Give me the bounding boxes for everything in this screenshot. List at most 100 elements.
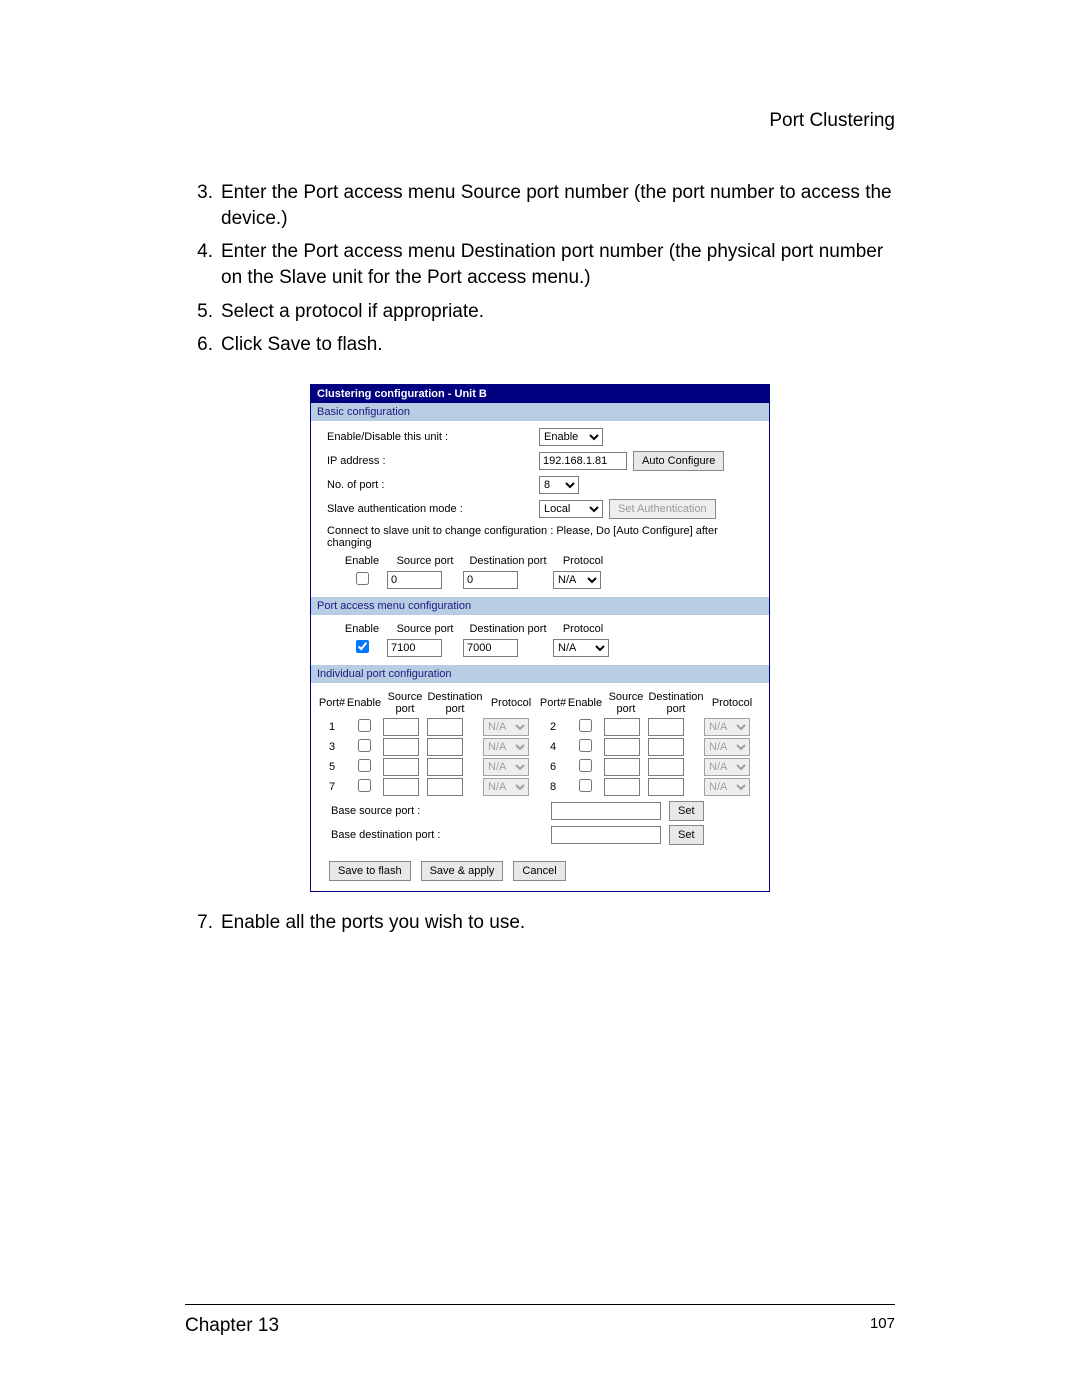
port-number: 8 — [540, 781, 566, 793]
pam-source-port-input[interactable] — [387, 639, 442, 657]
col-protocol: Protocol — [483, 691, 539, 715]
basic-column-headers: Enable Source port Destination port Prot… — [319, 553, 761, 569]
port-number: 6 — [540, 761, 566, 773]
indiv-port-row: 2N/A — [540, 717, 761, 737]
indiv-port-row: 7N/A — [319, 777, 540, 797]
step-text: Enter the Port access menu Destination p… — [221, 239, 895, 290]
indiv-headers-left: Port# Enable Sourceport Destinationport … — [319, 689, 540, 717]
step-number: 7. — [185, 910, 221, 936]
indiv-port-row: 3N/A — [319, 737, 540, 757]
basic-dest-port-input[interactable] — [463, 571, 518, 589]
port-dest-input[interactable] — [648, 718, 684, 736]
slave-auth-label: Slave authentication mode : — [319, 503, 539, 515]
cancel-button[interactable]: Cancel — [513, 861, 565, 881]
port-enable-checkbox[interactable] — [579, 719, 592, 732]
indiv-columns: Port# Enable Sourceport Destinationport … — [319, 689, 761, 797]
step-text-prefix: Click — [221, 334, 267, 355]
auto-configure-button[interactable]: Auto Configure — [633, 451, 724, 471]
port-dest-input[interactable] — [648, 738, 684, 756]
document-page: Port Clustering 3. Enter the Port access… — [0, 0, 1080, 1397]
base-source-port-label: Base source port : — [331, 805, 551, 817]
base-dest-port-label: Base destination port : — [331, 829, 551, 841]
no-of-port-select[interactable]: 8 — [539, 476, 579, 494]
enable-unit-select[interactable]: Enable — [539, 428, 603, 446]
port-enable-checkbox[interactable] — [358, 739, 371, 752]
step-5: 5. Select a protocol if appropriate. — [185, 299, 895, 325]
ip-address-label: IP address : — [319, 455, 539, 467]
save-to-flash-button[interactable]: Save to flash — [329, 861, 411, 881]
indiv-port-row: 4N/A — [540, 737, 761, 757]
basic-data-row: N/A — [319, 569, 761, 591]
base-dest-port-input[interactable] — [551, 826, 661, 844]
basic-protocol-select[interactable]: N/A — [553, 571, 601, 589]
col-destination-port: Destination port — [463, 555, 553, 567]
base-source-set-button[interactable]: Set — [669, 801, 704, 821]
ip-address-input[interactable] — [539, 452, 627, 470]
port-source-input[interactable] — [383, 778, 419, 796]
port-protocol-select[interactable]: N/A — [704, 738, 750, 756]
port-enable-checkbox[interactable] — [579, 779, 592, 792]
step-text: Enter the Port access menu Source port n… — [221, 180, 895, 231]
screenshot-figure: Clustering configuration - Unit B Basic … — [185, 384, 895, 892]
basic-config-body: Enable/Disable this unit : Enable IP add… — [311, 421, 769, 597]
indiv-port-row: 1N/A — [319, 717, 540, 737]
col-source-port: Source port — [387, 555, 463, 567]
pam-enable-checkbox[interactable] — [356, 640, 369, 653]
auto-configure-note: Connect to slave unit to change configur… — [319, 523, 761, 553]
base-source-port-input[interactable] — [551, 802, 661, 820]
col-enable: Enable — [337, 623, 387, 635]
col-enable: Enable — [566, 691, 604, 715]
port-source-input[interactable] — [604, 758, 640, 776]
pam-data-row: N/A — [319, 637, 761, 659]
slave-auth-select[interactable]: Local — [539, 500, 603, 518]
port-dest-input[interactable] — [648, 778, 684, 796]
step-number: 4. — [185, 239, 221, 290]
port-source-input[interactable] — [604, 738, 640, 756]
port-enable-checkbox[interactable] — [358, 759, 371, 772]
col-source-port: Source port — [387, 623, 463, 635]
step-4: 4. Enter the Port access menu Destinatio… — [185, 239, 895, 290]
port-dest-input[interactable] — [648, 758, 684, 776]
port-dest-input[interactable] — [427, 778, 463, 796]
pam-body: Enable Source port Destination port Prot… — [311, 615, 769, 665]
pam-dest-port-input[interactable] — [463, 639, 518, 657]
basic-source-port-input[interactable] — [387, 571, 442, 589]
port-dest-input[interactable] — [427, 718, 463, 736]
port-dest-input[interactable] — [427, 758, 463, 776]
port-protocol-select[interactable]: N/A — [704, 758, 750, 776]
indiv-headers-right: Port# Enable Sourceport Destinationport … — [540, 689, 761, 717]
port-enable-checkbox[interactable] — [358, 719, 371, 732]
port-protocol-select[interactable]: N/A — [483, 758, 529, 776]
port-enable-checkbox[interactable] — [579, 739, 592, 752]
port-protocol-select[interactable]: N/A — [483, 778, 529, 796]
step-text: Enable all the ports you wish to use. — [221, 910, 895, 936]
step-text-suffix: . — [377, 334, 382, 355]
port-source-input[interactable] — [383, 718, 419, 736]
col-destination-port: Destination port — [463, 623, 553, 635]
port-source-input[interactable] — [383, 758, 419, 776]
port-dest-input[interactable] — [427, 738, 463, 756]
step-list: 3. Enter the Port access menu Source por… — [185, 180, 895, 358]
port-source-input[interactable] — [604, 718, 640, 736]
port-protocol-select[interactable]: N/A — [704, 718, 750, 736]
port-protocol-select[interactable]: N/A — [483, 738, 529, 756]
port-enable-checkbox[interactable] — [579, 759, 592, 772]
step-text: Click Save to flash. — [221, 332, 895, 358]
pam-protocol-select[interactable]: N/A — [553, 639, 609, 657]
port-enable-checkbox[interactable] — [358, 779, 371, 792]
port-protocol-select[interactable]: N/A — [704, 778, 750, 796]
basic-config-header: Basic configuration — [311, 403, 769, 421]
base-dest-set-button[interactable]: Set — [669, 825, 704, 845]
step-6: 6. Click Save to flash. — [185, 332, 895, 358]
col-enable: Enable — [345, 691, 383, 715]
port-source-input[interactable] — [604, 778, 640, 796]
step-number: 5. — [185, 299, 221, 325]
set-authentication-button[interactable]: Set Authentication — [609, 499, 716, 519]
port-source-input[interactable] — [383, 738, 419, 756]
col-portnum: Port# — [540, 691, 566, 715]
base-source-port-row: Base source port : Set — [319, 801, 761, 821]
basic-enable-checkbox[interactable] — [356, 572, 369, 585]
port-protocol-select[interactable]: N/A — [483, 718, 529, 736]
step-text: Select a protocol if appropriate. — [221, 299, 895, 325]
save-and-apply-button[interactable]: Save & apply — [421, 861, 504, 881]
